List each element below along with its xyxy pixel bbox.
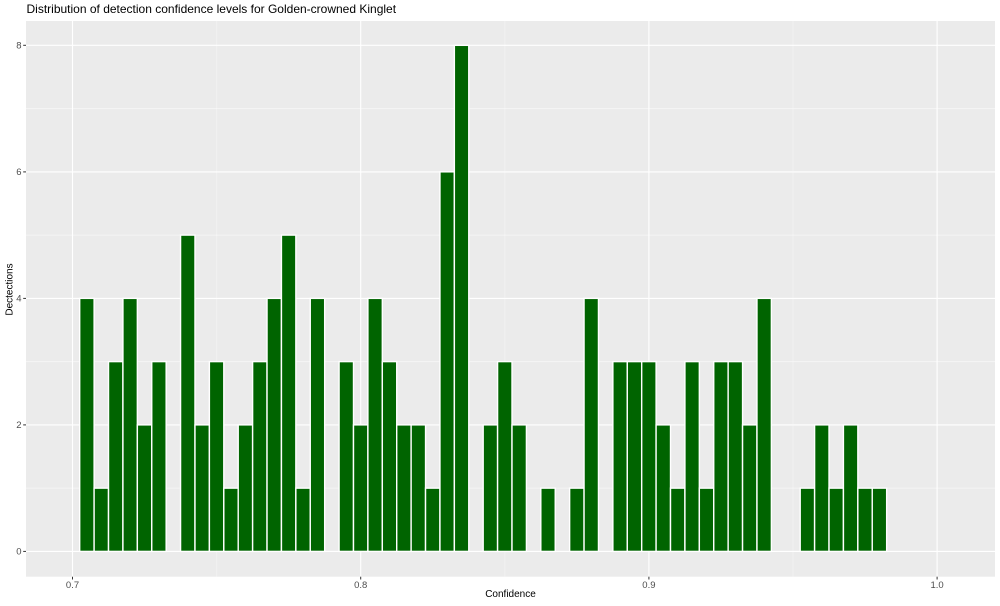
- svg-text:1.0: 1.0: [930, 580, 943, 591]
- svg-text:8: 8: [16, 41, 21, 52]
- svg-text:0.8: 0.8: [354, 580, 367, 591]
- svg-text:Dectections: Dectections: [5, 263, 16, 315]
- svg-text:Distribution of detection conf: Distribution of detection confidence lev…: [27, 2, 397, 16]
- svg-text:0.7: 0.7: [66, 580, 79, 591]
- svg-text:0.9: 0.9: [642, 580, 655, 591]
- svg-text:0: 0: [16, 547, 21, 558]
- svg-text:2: 2: [16, 420, 21, 431]
- svg-text:4: 4: [16, 294, 21, 305]
- svg-text:Confidence: Confidence: [485, 589, 536, 600]
- svg-text:6: 6: [16, 167, 21, 178]
